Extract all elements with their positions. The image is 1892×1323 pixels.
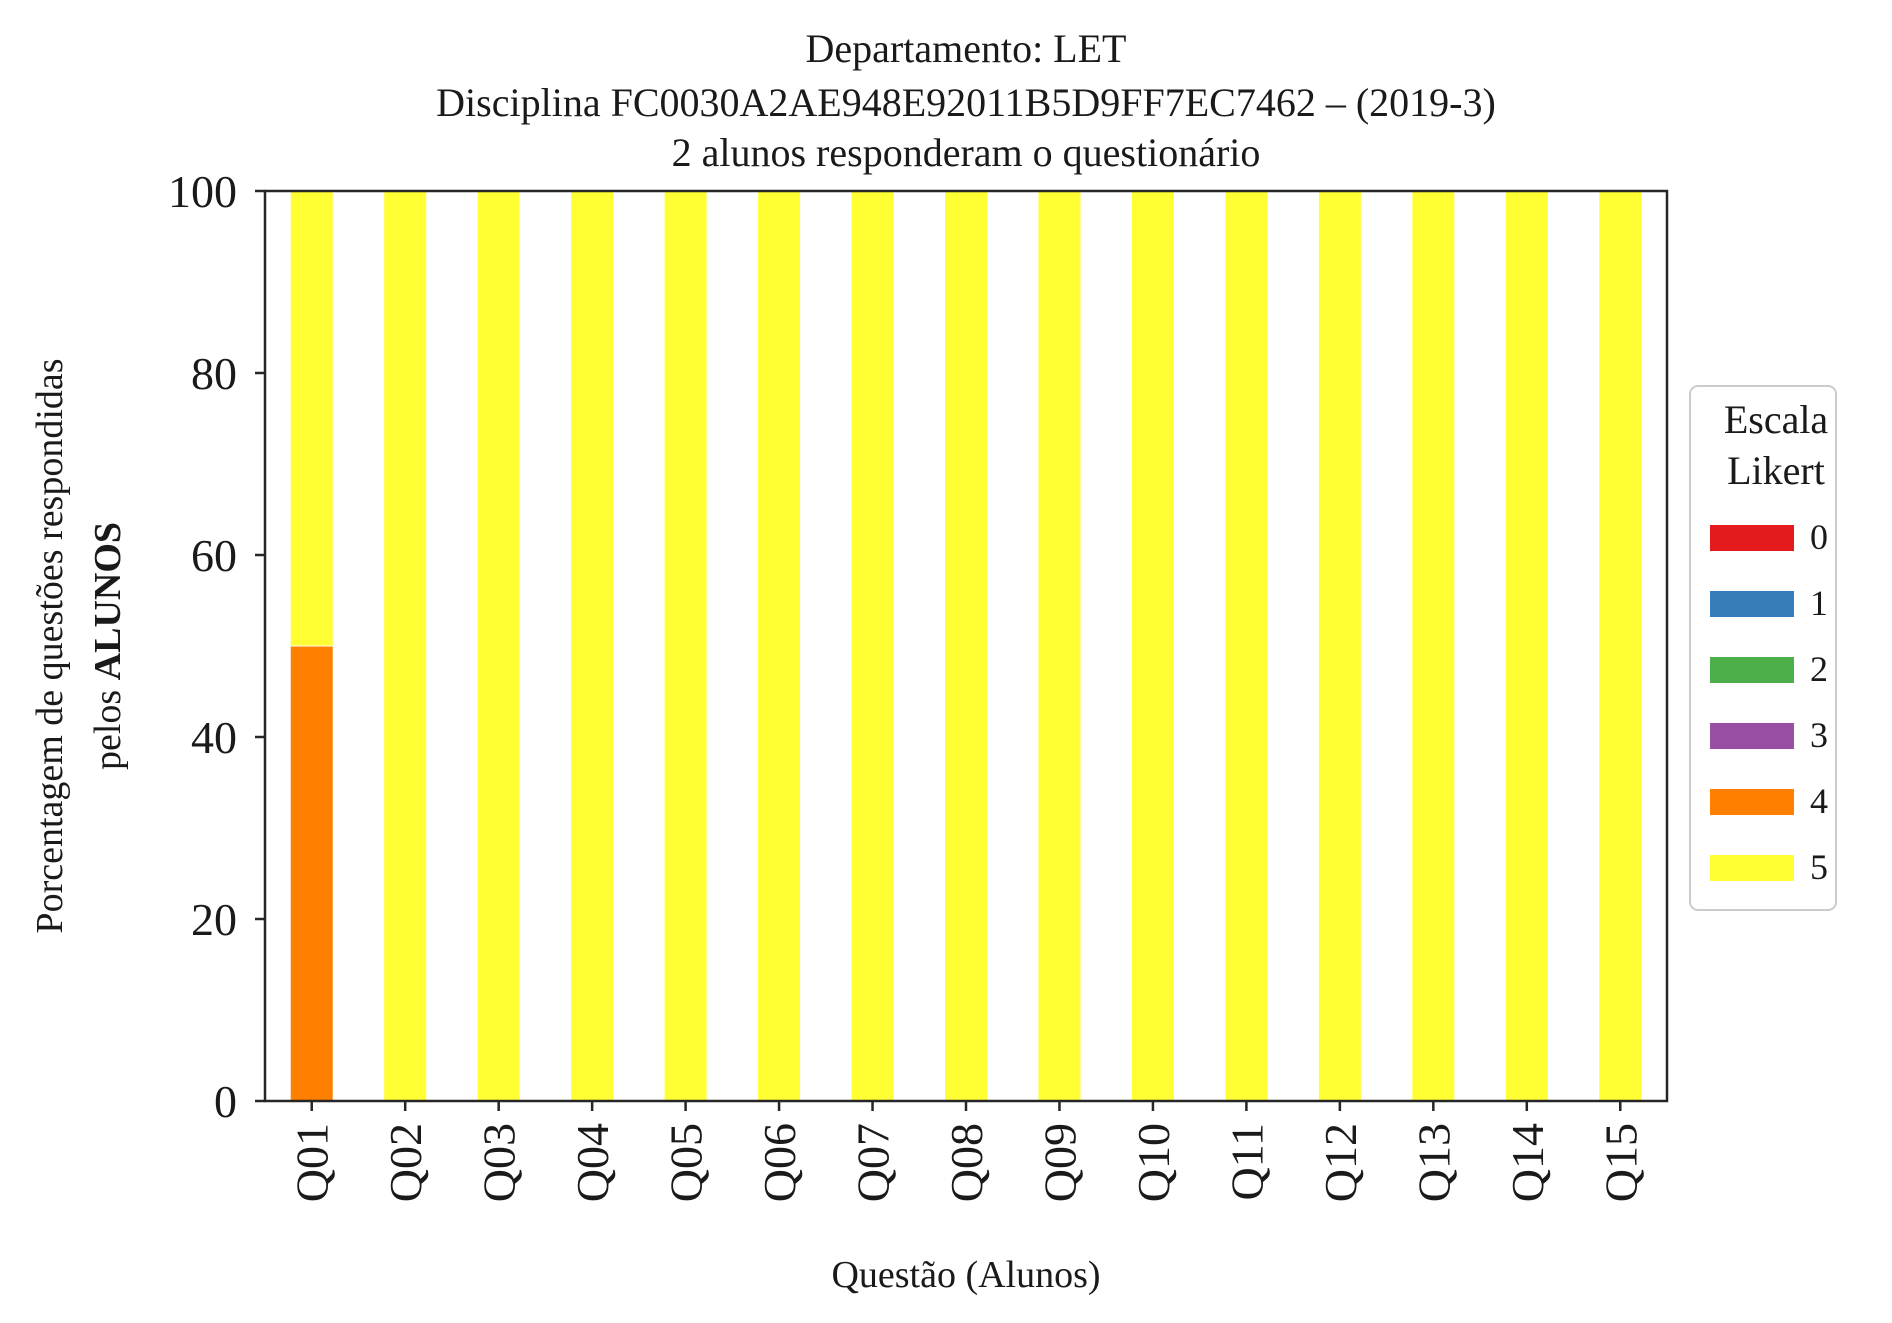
x-tick-label: Q12: [1315, 1123, 1366, 1202]
bar-Q07-level-5: [850, 190, 895, 1102]
bar-Q01-level-4: [289, 645, 334, 1102]
chart-title-line-2: Disciplina FC0030A2AE948E92011B5D9FF7EC7…: [436, 80, 1496, 125]
legend: Escala Likert 0 1 2 3 4 5: [1689, 385, 1837, 911]
legend-label-4: 4: [1810, 781, 1828, 821]
bar-Q10-level-5: [1130, 190, 1175, 1102]
bar-Q02-level-5: [383, 190, 428, 1102]
x-tick-label: Q01: [287, 1123, 338, 1202]
x-tick-label: Q08: [941, 1123, 992, 1202]
x-tick-label: Q15: [1595, 1123, 1646, 1202]
x-tick-label: Q05: [661, 1123, 712, 1202]
x-tick-label: Q11: [1221, 1123, 1272, 1201]
y-axis-label-line-2-prefix: pelos: [87, 680, 129, 770]
legend-label-1: 1: [1810, 583, 1828, 623]
x-tick-label: Q14: [1502, 1123, 1553, 1202]
legend-title-line-1: Escala: [1724, 397, 1829, 442]
legend-swatch-3: [1710, 723, 1794, 749]
legend-label-3: 3: [1810, 715, 1828, 755]
x-tick-label: Q07: [848, 1123, 899, 1202]
bars-group: [289, 190, 1643, 1102]
bar-Q09-level-5: [1037, 190, 1082, 1102]
legend-swatch-4: [1710, 789, 1794, 815]
legend-items: 0 1 2 3 4 5: [1710, 517, 1828, 887]
x-tick-label: Q10: [1128, 1123, 1179, 1202]
legend-label-2: 2: [1810, 649, 1828, 689]
y-axis-label: Porcentagem de questões respondidas pelo…: [29, 358, 129, 933]
x-tick-label: Q03: [474, 1123, 525, 1202]
legend-label-0: 0: [1810, 517, 1828, 557]
y-axis-label-line-2-bold: ALUNOS: [87, 522, 129, 680]
legend-swatch-0: [1710, 525, 1794, 551]
x-tick-label: Q04: [567, 1123, 618, 1202]
x-tick-label: Q09: [1034, 1123, 1085, 1202]
legend-label-5: 5: [1810, 847, 1828, 887]
bar-Q01-level-5: [289, 190, 334, 647]
chart-title-line-1: Departamento: LET: [806, 26, 1127, 71]
y-axis-label-line-1: Porcentagem de questões respondidas: [29, 358, 71, 933]
x-tick-label: Q02: [380, 1123, 431, 1202]
chart-title: Departamento: LET Disciplina FC0030A2AE9…: [436, 26, 1496, 175]
y-tick-label: 0: [214, 1076, 237, 1127]
x-tick-label: Q13: [1408, 1123, 1459, 1202]
legend-swatch-2: [1710, 657, 1794, 683]
bar-Q03-level-5: [476, 190, 521, 1102]
legend-swatch-5: [1710, 855, 1794, 881]
legend-frame: [1689, 385, 1837, 911]
bar-Q13-level-5: [1411, 190, 1456, 1102]
chart-title-line-3: 2 alunos responderam o questionário: [672, 130, 1261, 175]
x-axis-label: Questão (Alunos): [831, 1254, 1100, 1296]
bar-Q04-level-5: [570, 190, 615, 1102]
y-tick-label: 100: [168, 166, 237, 217]
x-axis-ticks: Q01 Q02 Q03 Q04 Q05 Q06 Q07 Q08 Q09 Q10 Q11 Q12 Q13 Q…: [287, 1101, 1646, 1202]
y-tick-label: 40: [191, 712, 237, 763]
y-tick-label: 20: [191, 894, 237, 945]
bar-Q12-level-5: [1317, 190, 1362, 1102]
legend-title-line-2: Likert: [1727, 448, 1825, 493]
bar-Q06-level-5: [757, 190, 802, 1102]
y-tick-label: 80: [191, 348, 237, 399]
y-axis-label-line-2: pelos ALUNOS: [87, 522, 129, 770]
y-tick-label: 60: [191, 530, 237, 581]
legend-swatch-1: [1710, 591, 1794, 617]
y-axis-ticks: 0 20 40 60 80 100: [168, 166, 265, 1127]
x-tick-label: Q06: [754, 1123, 805, 1202]
bar-Q08-level-5: [944, 190, 988, 1102]
bar-Q05-level-5: [663, 190, 708, 1102]
bar-Q14-level-5: [1504, 190, 1549, 1102]
bar-Q11-level-5: [1224, 190, 1269, 1102]
bar-Q15-level-5: [1598, 190, 1643, 1102]
